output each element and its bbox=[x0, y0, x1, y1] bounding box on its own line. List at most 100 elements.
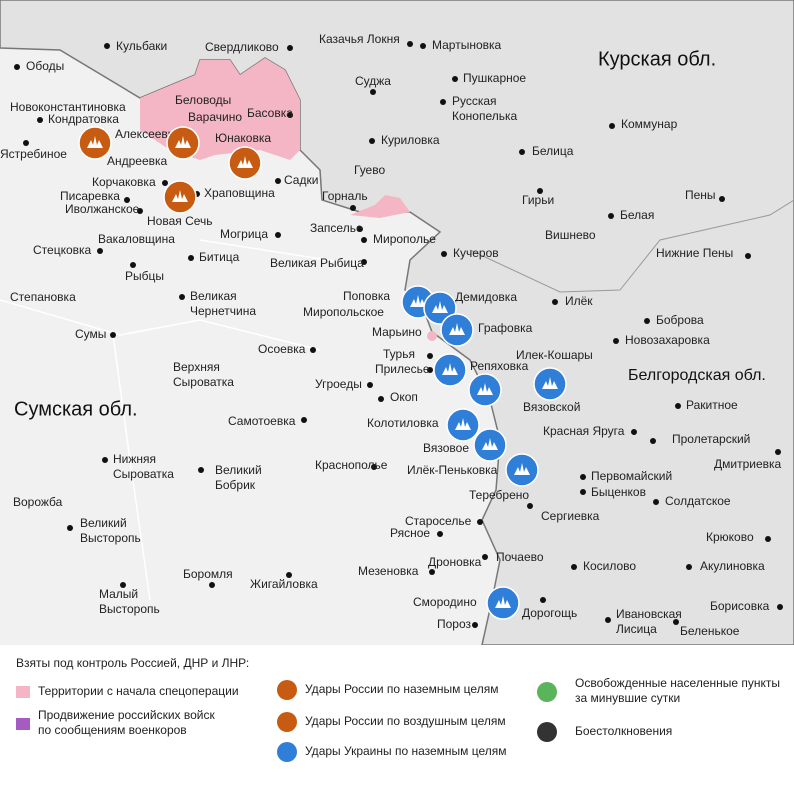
strike-icon bbox=[482, 438, 498, 450]
settlement-dot bbox=[110, 332, 116, 338]
place-label: Верхняя bbox=[173, 360, 220, 374]
settlement-dot bbox=[673, 619, 679, 625]
place-label: Сергиевка bbox=[541, 509, 600, 523]
place-label: Дмитриевка bbox=[714, 457, 782, 471]
road bbox=[0, 239, 361, 601]
place-label: Ракитное bbox=[686, 398, 738, 412]
place-label: Храповщина bbox=[204, 186, 275, 200]
place-label: Чернетчина bbox=[190, 304, 256, 318]
place-label: Малый bbox=[99, 587, 138, 601]
places: Ободы Кульбаки Свердликово Казачья Локня Мар… bbox=[0, 32, 783, 638]
settlement-dot bbox=[378, 396, 384, 402]
settlement-dot bbox=[371, 464, 377, 470]
settlement-dot bbox=[162, 180, 168, 186]
strike-icon bbox=[87, 136, 103, 148]
place-label: Алексеевка bbox=[115, 127, 180, 141]
place-label: Новозахаровка bbox=[625, 333, 710, 347]
place-label: Мартыновка bbox=[432, 38, 502, 52]
place-label: Великий bbox=[80, 516, 127, 530]
settlement-dot bbox=[361, 259, 367, 265]
settlement-dot bbox=[477, 519, 483, 525]
place-label: Сыроватка bbox=[113, 467, 174, 481]
place-label: Рясное bbox=[390, 526, 430, 540]
settlement-dot bbox=[120, 582, 126, 588]
place-label: Вязовской bbox=[523, 400, 580, 414]
strike-icon bbox=[514, 463, 530, 475]
place-label: Кондратовка bbox=[48, 112, 119, 126]
place-label: Вакаловщина bbox=[98, 232, 175, 246]
place-label: Краснополье bbox=[315, 458, 388, 472]
place-label: Солдатское bbox=[665, 494, 731, 508]
settlement-dot bbox=[527, 503, 533, 509]
settlement-dot bbox=[369, 138, 375, 144]
legend-label: по сообщениям военкоров bbox=[38, 723, 187, 737]
settlement-dot bbox=[653, 499, 659, 505]
strike-icon bbox=[477, 383, 493, 395]
place-label: Степановка bbox=[10, 290, 76, 304]
region-label: Сумская обл. bbox=[14, 398, 138, 420]
settlement-dot bbox=[361, 237, 367, 243]
place-label: Запселье bbox=[310, 221, 363, 235]
place-label: Окоп bbox=[390, 390, 418, 404]
place-label: Высторопь bbox=[99, 602, 160, 616]
settlement-dot bbox=[370, 89, 376, 95]
place-label: Акулиновка bbox=[700, 559, 765, 573]
place-label: Нижние Пены bbox=[656, 246, 733, 260]
place-label: Илёк-Пеньковка bbox=[407, 463, 498, 477]
settlement-dot bbox=[571, 564, 577, 570]
legend-label: Боестолкновения bbox=[575, 724, 672, 738]
place-label: Крюково bbox=[706, 530, 754, 544]
place-label: Графовка bbox=[478, 321, 533, 335]
strike-icon bbox=[175, 136, 191, 148]
place-label: Лисица bbox=[616, 622, 657, 636]
place-label: Марьино bbox=[372, 325, 422, 339]
settlement-dot bbox=[441, 251, 447, 257]
place-label: Гуево bbox=[354, 163, 385, 177]
settlement-dot bbox=[765, 536, 771, 542]
place-label: Пролетарский bbox=[672, 432, 750, 446]
place-label: Осоевка bbox=[258, 342, 306, 356]
settlement-dot bbox=[482, 554, 488, 560]
settlement-dot bbox=[644, 318, 650, 324]
legend-icon bbox=[537, 682, 557, 702]
strike-icon bbox=[237, 156, 253, 168]
place-label: Суджа bbox=[355, 74, 391, 88]
settlement-dot bbox=[287, 112, 293, 118]
place-label: Смородино bbox=[413, 595, 477, 609]
place-label: Красная Яруга bbox=[543, 424, 625, 438]
settlement-dot bbox=[179, 294, 185, 300]
settlement-dot bbox=[188, 255, 194, 261]
controlled-area bbox=[350, 195, 410, 218]
settlement-dot bbox=[580, 489, 586, 495]
settlement-dot bbox=[429, 569, 435, 575]
settlement-dot bbox=[580, 474, 586, 480]
place-label: Турья bbox=[383, 347, 415, 361]
settlement-dot bbox=[675, 403, 681, 409]
settlement-dot bbox=[452, 76, 458, 82]
place-label: Юнаковка bbox=[215, 131, 271, 145]
legend-label: за минувшие сутки bbox=[575, 691, 680, 705]
place-label: Нижняя bbox=[113, 452, 156, 466]
strike-icon bbox=[442, 363, 458, 375]
controlled-area bbox=[427, 331, 437, 341]
place-label: Коммунар bbox=[621, 117, 678, 131]
place-label: Ивановская bbox=[616, 607, 682, 621]
strike-icon bbox=[495, 596, 511, 608]
settlement-dot bbox=[427, 353, 433, 359]
place-label: Конопелька bbox=[452, 109, 518, 123]
settlement-dot bbox=[102, 457, 108, 463]
settlement-dot bbox=[124, 197, 130, 203]
strike-icon bbox=[432, 301, 448, 313]
place-label: Сыроватка bbox=[173, 375, 234, 389]
place-label: Дроновка bbox=[428, 555, 482, 569]
place-label: Жигайловка bbox=[250, 577, 318, 591]
settlement-dot bbox=[357, 226, 363, 232]
place-label: Демидовка bbox=[455, 290, 517, 304]
place-label: Рыбцы bbox=[125, 269, 164, 283]
place-label: Сумы bbox=[75, 327, 106, 341]
place-label: Борисовка bbox=[710, 599, 770, 613]
place-label: Вязовое bbox=[423, 441, 469, 455]
settlement-dot bbox=[519, 149, 525, 155]
place-label: Ворожба bbox=[13, 495, 63, 509]
oblast-border bbox=[469, 199, 794, 293]
